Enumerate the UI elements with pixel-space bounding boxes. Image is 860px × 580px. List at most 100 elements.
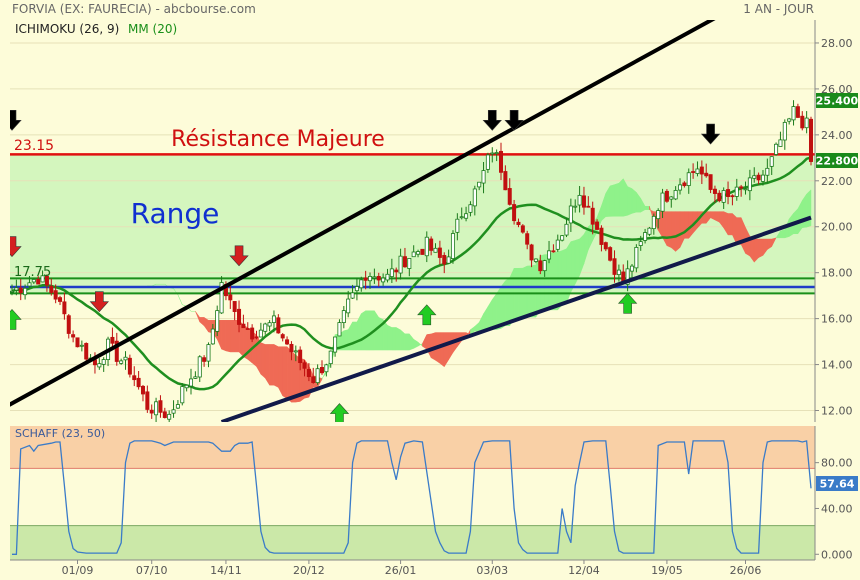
candle-body [603,242,608,250]
candle-body [664,190,669,202]
sell-arrow-black [700,123,721,145]
kumo-segment [609,184,615,217]
kumo-segment [531,264,537,318]
candle-body [228,294,233,301]
candle-body [485,154,490,170]
candle-body [503,171,508,191]
candle-body [686,172,691,186]
kumo-segment [557,250,563,311]
candle-body [394,269,399,273]
candle-body [402,256,407,268]
candle-body [411,251,416,258]
buy-arrow-green [329,403,350,422]
schaff-line [12,440,812,555]
candle-body [450,233,455,259]
candle-body [363,277,368,281]
candle-body [376,276,381,281]
schaff-overbought-zone [10,426,815,469]
kumo-segment [666,211,672,249]
candle-body [145,391,150,410]
kumo-segment [675,211,681,252]
resistance-label: Résistance Majeure [171,127,385,152]
candle-body [529,244,534,261]
schaff-value-tag-text: 57.64 [820,478,855,491]
candle-body [551,250,556,253]
kumo-segment [282,346,288,400]
sell-arrow-black [10,109,22,131]
kumo-segment [260,342,266,379]
candle-body [651,215,656,230]
schaff-axis: 0.000 40.00 80.00 [815,457,853,561]
candle-body [555,239,560,250]
candle-body [787,118,792,122]
candle-body [79,344,84,347]
candle-body [271,315,276,323]
kumo-segment [806,189,812,228]
kumo-segment [526,265,532,318]
kumo-segment [439,332,445,368]
candle-body [36,278,41,285]
kumo-segment [492,292,497,330]
candle-body [232,301,237,312]
candle-body [267,322,272,327]
sell-arrow-red [229,245,249,267]
candle-body [629,265,634,272]
kumo-segment [553,251,559,311]
candle-body [62,301,67,315]
candle-body [197,356,202,378]
kumo-segment [361,310,366,351]
candle-body [53,290,58,300]
candle-body [215,310,220,332]
kumo-segment [352,321,358,351]
kumo-segment [684,211,689,239]
candle-body [743,188,748,191]
candle-body [250,327,255,340]
candle-body [202,357,207,362]
price-tick-label: 28.00 [821,37,853,50]
candle-body [538,260,543,272]
range-label: Range [131,197,220,230]
candle-body [800,115,805,129]
candle-body [346,298,351,314]
candle-body [739,186,744,189]
candle-body [643,232,648,241]
candle-body [730,195,735,198]
candle-body [442,255,447,265]
kumo-segment [273,344,279,388]
candle-body [184,384,189,389]
candle-body [110,336,115,344]
candle-body [595,221,600,230]
candle-body [673,190,678,200]
kumo-segment [780,229,786,239]
price-tick-label: 20.00 [821,221,853,234]
kumo-segment [505,277,510,326]
kumo-segment [614,182,620,217]
candle-body [560,235,565,241]
schaff-tick-label: 0.000 [821,548,853,561]
schaff-panel [10,426,815,560]
period-label: 1 AN - JOUR [743,2,814,16]
candle-body [669,196,674,200]
candle-body [656,210,661,220]
kumo-segment [400,329,406,351]
schaff-title: SCHAFF (23, 50) [15,427,105,440]
high-price-tag-text: 25.400 [816,95,859,108]
price-tick-label: 24.00 [821,129,853,142]
candle-body [333,336,338,353]
candle-body [114,340,119,362]
date-tick-label: 19/05 [651,564,683,577]
candle-body [101,359,106,365]
buy-arrow-green [10,308,22,330]
candle-body [132,375,137,381]
price-tick-label: 12.00 [821,405,853,418]
ichimoku-kumo [142,178,812,403]
kumo-segment [225,320,231,353]
candle-body [289,343,294,353]
kumo-segment [570,240,576,293]
candle-body [778,139,783,147]
candle-body [599,227,604,245]
candle-body [734,186,739,197]
signal-arrows [10,109,721,422]
candle-body [647,227,652,235]
candle-body [756,174,761,181]
